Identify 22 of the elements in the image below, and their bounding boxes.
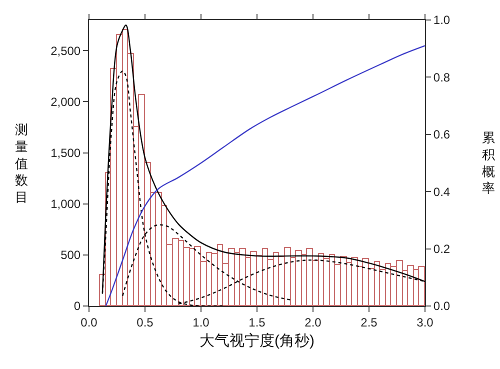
x-tick-label: 3.0 xyxy=(416,315,434,330)
y2-tick-label: 0.4 xyxy=(433,184,450,199)
x-tick-label: 0.5 xyxy=(136,315,154,330)
y-tick-label: 1,000 xyxy=(50,197,81,212)
y-tick-label: 1,500 xyxy=(50,146,81,160)
y2-axis-title: 累积概率 xyxy=(482,130,495,196)
y2-tick-label: 0.2 xyxy=(433,242,450,256)
x-tick-label: 1.5 xyxy=(248,315,266,330)
x-tick-label: 2.0 xyxy=(304,315,322,330)
y-tick-label: 2,000 xyxy=(50,94,81,109)
x-tick-label: 2.5 xyxy=(360,315,378,330)
y-tick-label: 0 xyxy=(74,299,81,314)
y-axis-title: 测量值数目 xyxy=(15,122,28,205)
y-tick-label: 2,500 xyxy=(50,44,81,58)
y2-tick-label: 0.8 xyxy=(433,70,450,84)
x-tick-label: 1.0 xyxy=(192,315,210,330)
x-tick-label: 0.0 xyxy=(80,315,98,330)
y2-tick-label: 0.6 xyxy=(433,128,450,142)
y2-tick-label: 0.0 xyxy=(433,299,450,314)
y-tick-label: 500 xyxy=(60,248,81,262)
y2-tick-label: 1.0 xyxy=(433,13,450,28)
x-axis-title: 大气视宁度(角秒) xyxy=(200,332,314,350)
